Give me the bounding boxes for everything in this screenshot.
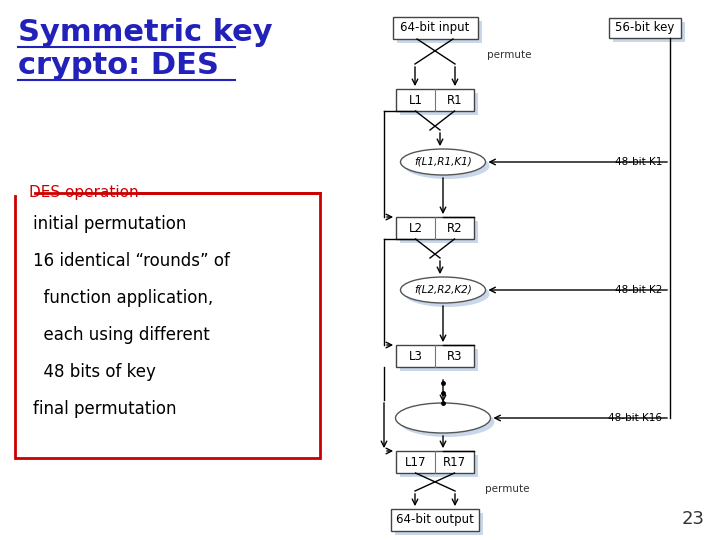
Text: 64-bit input: 64-bit input (400, 22, 469, 35)
Bar (392, 17, 477, 39)
Ellipse shape (400, 407, 495, 437)
Bar (609, 18, 681, 38)
Ellipse shape (405, 153, 490, 179)
Text: function application,: function application, (33, 289, 213, 307)
Text: each using different: each using different (33, 326, 210, 344)
Text: 48-bit K16: 48-bit K16 (608, 413, 662, 423)
Text: 56-bit key: 56-bit key (616, 22, 675, 35)
Bar (400, 221, 478, 243)
Text: crypto: DES: crypto: DES (18, 51, 219, 80)
Bar (613, 22, 685, 42)
Text: permute: permute (485, 484, 529, 494)
Text: R1: R1 (446, 93, 462, 106)
Text: initial permutation: initial permutation (33, 215, 186, 233)
Bar (400, 349, 478, 371)
Text: L17: L17 (405, 456, 426, 469)
Text: 48-bit K2: 48-bit K2 (615, 285, 662, 295)
Text: R2: R2 (446, 221, 462, 234)
Text: Symmetric key: Symmetric key (18, 18, 273, 47)
Bar (396, 451, 474, 473)
Text: L2: L2 (408, 221, 423, 234)
Bar (15, 193, 320, 458)
Text: 16 identical “rounds” of: 16 identical “rounds” of (33, 252, 230, 270)
Text: 48-bit K1: 48-bit K1 (615, 157, 662, 167)
Bar (397, 21, 482, 43)
Text: f(L2,R2,K2): f(L2,R2,K2) (414, 285, 472, 295)
Ellipse shape (405, 281, 490, 307)
Text: final permutation: final permutation (33, 400, 176, 418)
Text: L1: L1 (408, 93, 423, 106)
Text: permute: permute (487, 50, 531, 60)
Bar (391, 509, 479, 531)
Text: 23: 23 (682, 510, 705, 528)
Bar (396, 217, 474, 239)
Text: L3: L3 (408, 349, 423, 362)
Text: f(L1,R1,K1): f(L1,R1,K1) (414, 157, 472, 167)
Bar (396, 89, 474, 111)
Text: 64-bit output: 64-bit output (396, 514, 474, 526)
Bar (400, 455, 478, 477)
Ellipse shape (400, 277, 485, 303)
Bar (396, 345, 474, 367)
Text: R3: R3 (446, 349, 462, 362)
Bar (400, 93, 478, 115)
Ellipse shape (395, 403, 490, 433)
Ellipse shape (400, 149, 485, 175)
Text: DES operation: DES operation (29, 186, 139, 200)
Text: 48 bits of key: 48 bits of key (33, 363, 156, 381)
Text: R17: R17 (443, 456, 466, 469)
Bar (395, 513, 483, 535)
